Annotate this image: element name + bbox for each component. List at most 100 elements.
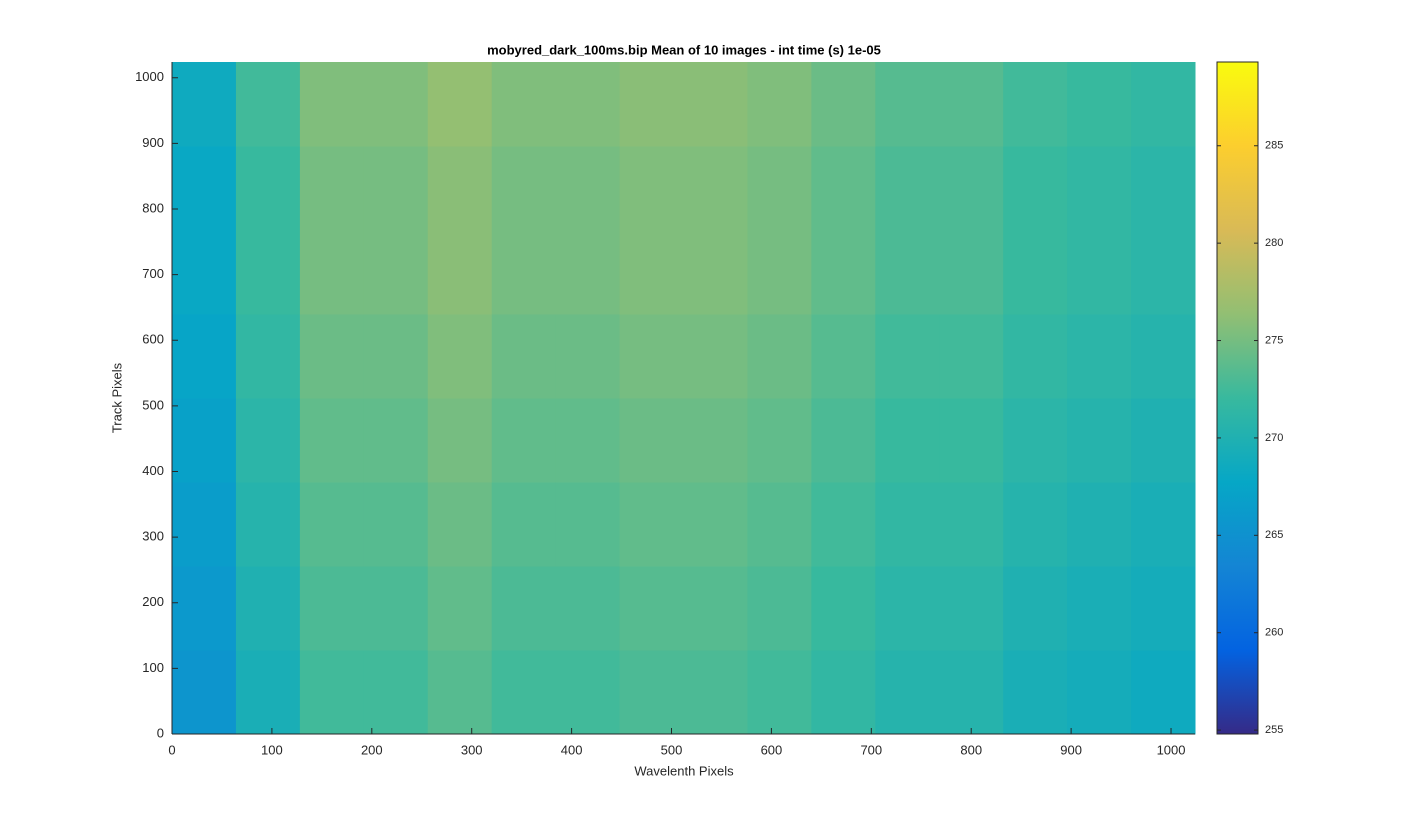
heatmap-cell <box>683 230 748 315</box>
heatmap-cell <box>172 398 237 483</box>
heatmap-cell <box>1003 566 1068 651</box>
heatmap-cell <box>491 482 557 567</box>
heatmap-cell <box>1003 650 1068 735</box>
heatmap-cell <box>427 314 493 399</box>
heatmap-cell <box>939 314 1004 399</box>
colorbar-tick-label: 255 <box>1265 724 1283 736</box>
heatmap-cell <box>491 650 557 735</box>
y-tick-label: 1000 <box>135 69 164 84</box>
heatmap-cell <box>811 146 876 231</box>
heatmap-cell <box>299 650 365 735</box>
heatmap-cell <box>875 146 940 231</box>
y-tick-label: 300 <box>142 529 164 544</box>
heatmap-cell <box>235 566 301 651</box>
heatmap-cell <box>875 314 940 399</box>
heatmap-cell <box>363 566 429 651</box>
heatmap-cell <box>811 230 876 315</box>
chart-title: mobyred_dark_100ms.bip Mean of 10 images… <box>487 42 881 57</box>
heatmap-cell <box>811 650 876 735</box>
heatmap-cell <box>747 230 812 315</box>
heatmap-cell <box>875 566 940 651</box>
heatmap-cell <box>491 230 557 315</box>
heatmap-cell <box>747 62 812 147</box>
heatmap-cell <box>1003 398 1068 483</box>
heatmap-cell <box>1131 146 1196 231</box>
heatmap-cell <box>555 566 621 651</box>
colorbar-tick-label: 260 <box>1265 627 1283 639</box>
heatmap-cell <box>172 146 237 231</box>
heatmap-cell <box>363 650 429 735</box>
y-tick-label: 600 <box>142 332 164 347</box>
heatmap-cell <box>1067 62 1132 147</box>
heatmap-cell <box>555 230 621 315</box>
heatmap-cell <box>683 482 748 567</box>
heatmap-cell <box>1067 146 1132 231</box>
heatmap-cell <box>747 314 812 399</box>
heatmap-cell <box>235 230 301 315</box>
heatmap-cell <box>299 398 365 483</box>
heatmap-cell <box>939 482 1004 567</box>
heatmap-cell <box>363 230 429 315</box>
heatmap-cell <box>619 566 684 651</box>
x-tick-label: 800 <box>960 742 982 757</box>
heatmap-cell <box>299 230 365 315</box>
heatmap-cell <box>1131 650 1196 735</box>
heatmap-cell <box>811 398 876 483</box>
heatmap-cell <box>619 650 684 735</box>
colorbar-tick-label: 270 <box>1265 432 1283 444</box>
heatmap-cell <box>555 62 621 147</box>
heatmap-cell <box>235 482 301 567</box>
heatmap-cell <box>299 146 365 231</box>
heatmap-cell <box>299 314 365 399</box>
heatmap-cell <box>299 62 365 147</box>
colorbar-tick-label: 280 <box>1265 237 1283 249</box>
x-tick-label: 900 <box>1060 742 1082 757</box>
heatmap-cell <box>747 146 812 231</box>
x-tick-label: 100 <box>261 742 283 757</box>
heatmap-cell <box>363 398 429 483</box>
heatmap-cell <box>172 566 237 651</box>
heatmap-cell <box>811 62 876 147</box>
heatmap-cell <box>427 650 493 735</box>
heatmap-cell <box>1003 482 1068 567</box>
y-tick-label: 0 <box>157 725 164 740</box>
heatmap-cell <box>939 230 1004 315</box>
y-tick-label: 800 <box>142 200 164 215</box>
heatmap-cell <box>683 314 748 399</box>
heatmap-cell <box>491 146 557 231</box>
heatmap-cell <box>1003 230 1068 315</box>
heatmap-cell <box>811 314 876 399</box>
heatmap-cell <box>235 62 301 147</box>
heatmap-cell <box>235 146 301 231</box>
y-tick-label: 700 <box>142 266 164 281</box>
heatmap-cell <box>747 398 812 483</box>
heatmap-cell <box>811 566 876 651</box>
heatmap-cell <box>939 650 1004 735</box>
heatmap-cell <box>619 146 684 231</box>
heatmap-cell <box>235 398 301 483</box>
heatmap-cell <box>683 398 748 483</box>
heatmap-cell <box>172 650 237 735</box>
heatmap-cell <box>1067 650 1132 735</box>
heatmap-cell <box>875 398 940 483</box>
heatmap-cell <box>491 566 557 651</box>
y-tick-label: 500 <box>142 397 164 412</box>
heatmap-cell <box>875 62 940 147</box>
x-tick-label: 700 <box>860 742 882 757</box>
x-axis-label: Wavelenth Pixels <box>634 763 734 778</box>
heatmap-cell <box>363 62 429 147</box>
x-tick-label: 1000 <box>1157 742 1186 757</box>
heatmap-cell <box>299 482 365 567</box>
heatmap-cell <box>683 650 748 735</box>
heatmap-cell <box>172 62 237 147</box>
colorbar-tick-label: 285 <box>1265 140 1283 152</box>
heatmap-cell <box>491 62 557 147</box>
heatmap-cell <box>363 146 429 231</box>
heatmap-cell <box>747 482 812 567</box>
heatmap-cell <box>1131 398 1196 483</box>
heatmap-cell <box>427 146 493 231</box>
heatmap-cell <box>683 62 748 147</box>
heatmap-cell <box>683 146 748 231</box>
heatmap-cell <box>619 230 684 315</box>
